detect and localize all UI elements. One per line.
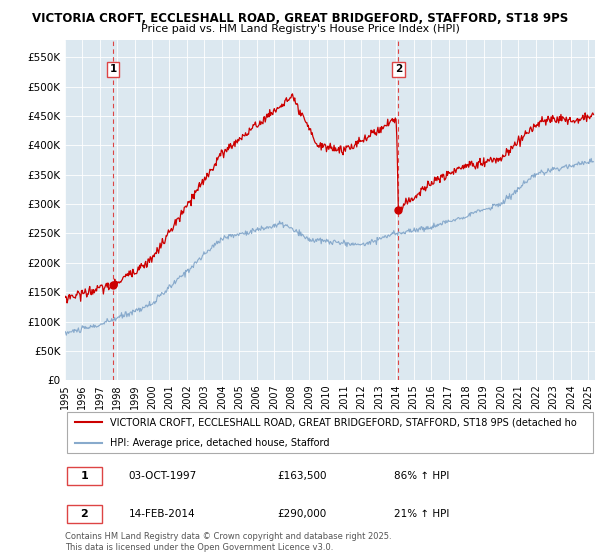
Text: 2: 2 [395, 64, 402, 74]
FancyBboxPatch shape [67, 412, 593, 453]
Text: 1: 1 [80, 471, 88, 481]
Text: 1: 1 [110, 64, 117, 74]
FancyBboxPatch shape [67, 466, 102, 486]
Text: 2: 2 [80, 509, 88, 519]
Text: 21% ↑ HPI: 21% ↑ HPI [394, 509, 449, 519]
Text: VICTORIA CROFT, ECCLESHALL ROAD, GREAT BRIDGEFORD, STAFFORD, ST18 9PS: VICTORIA CROFT, ECCLESHALL ROAD, GREAT B… [32, 12, 568, 25]
Text: Price paid vs. HM Land Registry's House Price Index (HPI): Price paid vs. HM Land Registry's House … [140, 24, 460, 34]
Text: £163,500: £163,500 [277, 471, 326, 481]
Text: HPI: Average price, detached house, Stafford: HPI: Average price, detached house, Staf… [110, 437, 329, 447]
Text: Contains HM Land Registry data © Crown copyright and database right 2025.
This d: Contains HM Land Registry data © Crown c… [65, 532, 391, 552]
Text: 03-OCT-1997: 03-OCT-1997 [128, 471, 197, 481]
Text: VICTORIA CROFT, ECCLESHALL ROAD, GREAT BRIDGEFORD, STAFFORD, ST18 9PS (detached : VICTORIA CROFT, ECCLESHALL ROAD, GREAT B… [110, 417, 577, 427]
Text: 14-FEB-2014: 14-FEB-2014 [128, 509, 195, 519]
FancyBboxPatch shape [67, 505, 102, 523]
Text: £290,000: £290,000 [277, 509, 326, 519]
Text: 86% ↑ HPI: 86% ↑ HPI [394, 471, 449, 481]
